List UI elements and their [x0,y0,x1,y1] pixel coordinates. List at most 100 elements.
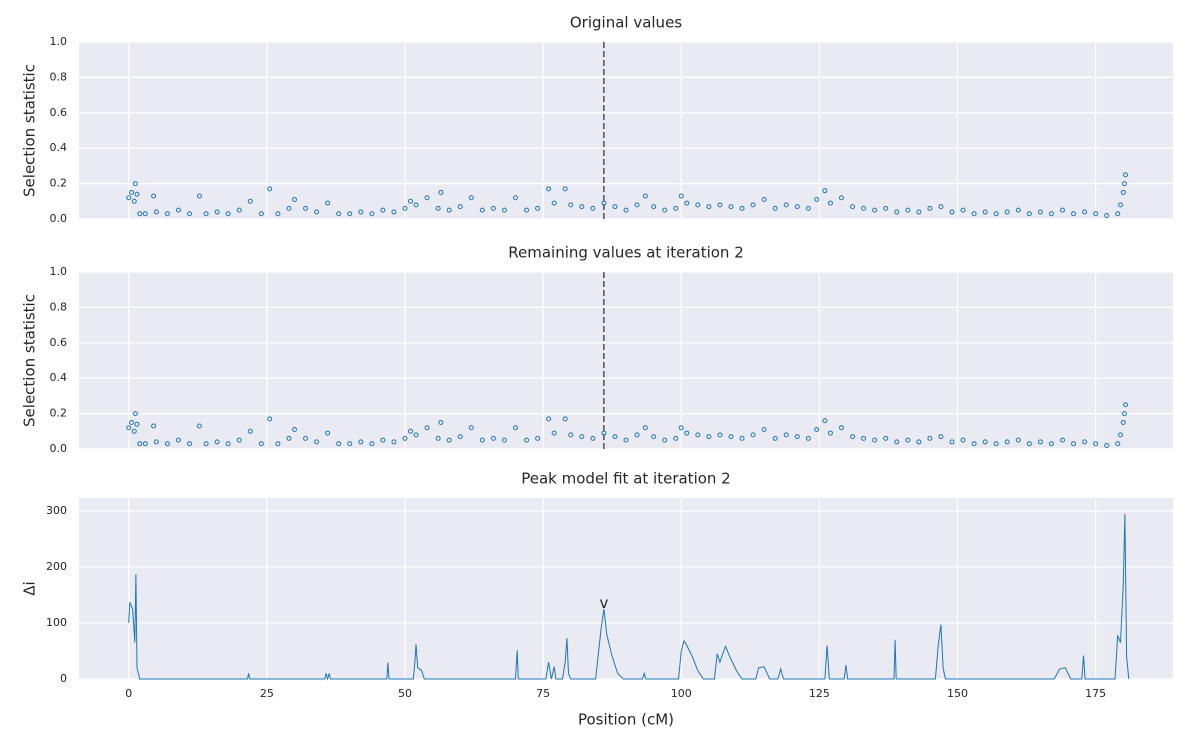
data-point [872,437,878,443]
data-point [761,427,767,433]
data-point [1048,441,1054,447]
data-point [142,441,148,447]
data-point [247,198,253,204]
data-point [137,441,143,447]
data-point [369,211,375,217]
x-tick-label: 50 [398,687,412,700]
data-point [153,439,159,445]
data-point [960,207,966,213]
data-point [695,432,701,438]
data-point [408,428,414,434]
y-tick-label: 300 [46,504,67,517]
data-point [1026,441,1032,447]
data-point [838,425,844,431]
data-point [408,198,414,204]
data-point [303,205,309,211]
data-point [142,211,148,217]
data-point [131,198,137,204]
data-point [151,423,157,429]
data-point [512,195,518,201]
data-point [1104,212,1110,218]
data-point [1115,441,1121,447]
data-point [706,434,712,440]
annotation: v [599,594,608,612]
subplot-title: Original values [570,14,682,32]
data-point [662,207,668,213]
data-point [927,205,933,211]
data-point [258,441,264,447]
data-point [490,435,496,441]
data-point [435,205,441,211]
data-point [126,195,132,201]
data-point [1015,437,1021,443]
data-point [247,428,253,434]
x-tick-label: 150 [947,687,968,700]
data-point [457,204,463,210]
data-point [805,435,811,441]
data-point [164,211,170,217]
data-point [325,200,331,206]
data-point [438,419,444,425]
data-point [717,202,723,208]
data-point [347,211,353,217]
data-point [772,205,778,211]
data-point [883,435,889,441]
data-point [562,416,568,422]
data-point [794,204,800,210]
data-point [291,197,297,203]
data-point [490,205,496,211]
data-point [137,211,143,217]
data-point [132,181,138,187]
data-point [1026,211,1032,217]
data-point [134,191,140,197]
data-point [132,411,138,417]
x-tick-label: 175 [1085,687,1106,700]
data-point [678,425,684,431]
data-point [750,202,756,208]
data-point [739,205,745,211]
data-point [993,211,999,217]
data-point [1093,211,1099,217]
data-point [1037,209,1043,215]
y-tick-label: 1.0 [50,265,68,278]
data-point [479,207,485,213]
data-point [728,434,734,440]
data-point [612,434,618,440]
data-point [303,435,309,441]
data-point [772,435,778,441]
data-point [590,205,596,211]
data-point [128,419,134,425]
data-point [827,430,833,436]
data-point [601,200,607,206]
data-point [446,437,452,443]
data-point [612,204,618,210]
data-point [590,435,596,441]
data-point [783,202,789,208]
data-line [128,513,1130,681]
data-point [203,211,209,217]
y-tick-label: 0.0 [50,212,68,225]
data-point [336,211,342,217]
subplot-title: Peak model fit at iteration 2 [521,470,730,488]
data-point [916,439,922,445]
data-point [1115,211,1121,217]
data-point [651,434,657,440]
data-point [827,200,833,206]
data-point [286,435,292,441]
data-point [275,441,281,447]
data-point [949,439,955,445]
data-point [413,202,419,208]
data-point [551,430,557,436]
data-point [1004,439,1010,445]
data-point [1048,211,1054,217]
data-point [258,211,264,217]
plot-area [79,272,1173,449]
data-point [861,435,867,441]
data-point [380,207,386,213]
data-point [568,432,574,438]
data-point [728,204,734,210]
data-point [814,427,820,433]
y-tick-label: 0.6 [50,106,68,119]
y-tick-label: 0.2 [50,177,68,190]
data-point [336,441,342,447]
